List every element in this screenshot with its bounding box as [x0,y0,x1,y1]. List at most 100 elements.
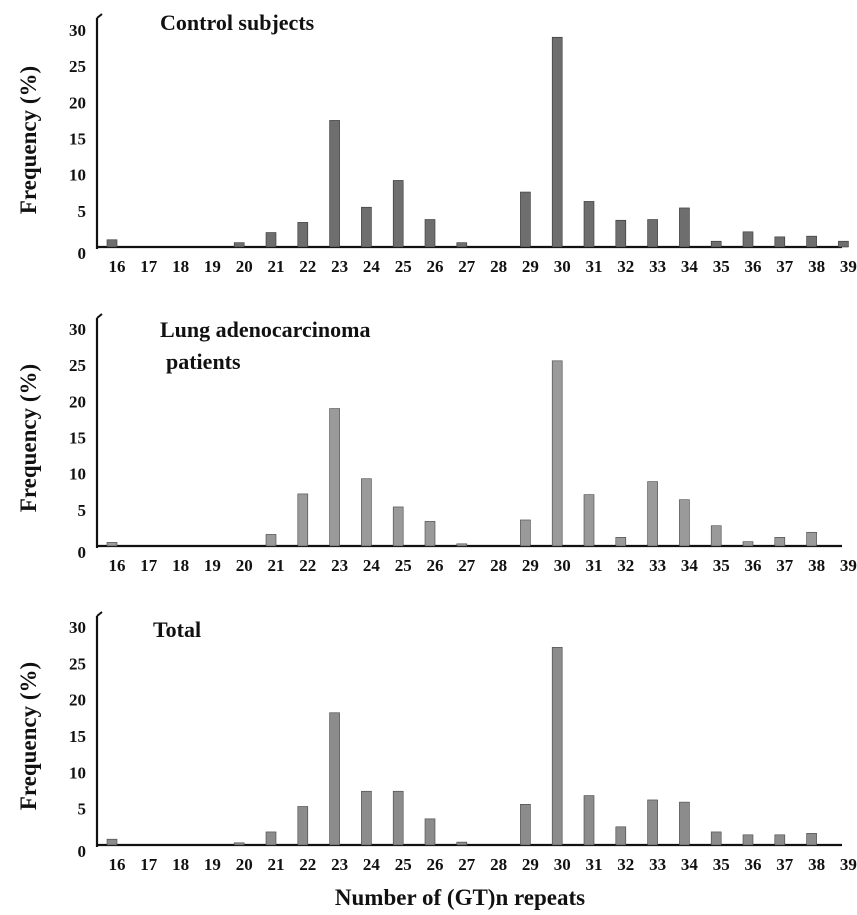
panel-lung-xtick-label: 18 [172,556,189,575]
panel-control-bar-16 [106,239,118,248]
panel-total-xtick-label: 29 [522,855,539,874]
panel-total-xtick-label: 34 [681,855,699,874]
panel-control-xtick-label: 28 [490,257,507,276]
panel-lung-xtick-label: 38 [808,556,825,575]
panel-lung: Frequency (%) Lung adenocarcinoma patien… [16,313,857,575]
panel-control-bar-27 [456,242,468,248]
panel-lung-bar-32 [615,537,627,547]
panel-lung-xtick-label: 39 [840,556,857,575]
panel-lung-bar-29 [520,519,531,547]
panel-control-bar-25 [392,180,404,248]
panel-total-xtick-label: 31 [586,855,603,874]
panel-lung-xtick-label: 24 [363,556,381,575]
panel-lung-ytick-label: 5 [78,501,87,520]
panel-lung-bar-33 [647,481,658,547]
panel-total-xtick-label: 18 [172,855,189,874]
panel-lung-bar-23 [329,408,340,547]
panel-lung-bar-24 [361,478,372,547]
panel-lung-bars [106,360,817,547]
panel-lung-xtick-label: 20 [236,556,253,575]
panel-total-bar-38 [806,833,817,846]
panel-total-xtick-label: 30 [554,855,571,874]
panel-lung-title-line2: patients [166,349,241,374]
panel-lung-xtick-label: 28 [490,556,507,575]
panel-total-bar-35 [710,831,722,846]
panel-total-bar-23 [329,712,340,846]
panel-control-ytick-label: 15 [69,130,86,149]
panel-lung-ytick-label: 30 [69,320,86,339]
panel-control-ytick-label: 0 [78,244,87,263]
panel-control-bar-30 [551,36,563,248]
panel-control-bar-36 [742,231,754,248]
panel-control-xtick-label: 18 [172,257,189,276]
panel-total-ytick-label: 10 [69,763,86,782]
panel-total-ytick-label: 25 [69,654,86,673]
panel-lung-xtick-label: 27 [458,556,476,575]
panel-total-xtick-label: 32 [617,855,634,874]
panel-lung-xticks: 16 17 18 19 20 21 22 23 24 25 26 27 28 29 30 31 32 33 34 35… [109,556,857,575]
panel-lung-ylabel: Frequency (%) [16,364,41,512]
panel-lung-yticks: 0 5 10 15 20 25 30 [69,320,86,562]
panel-control-xtick-label: 36 [745,257,762,276]
panel-lung-bar-38 [806,531,817,547]
panel-total-xtick-label: 33 [649,855,666,874]
panel-lung-ytick-label: 20 [69,392,86,411]
panel-control-bar-35 [710,240,722,248]
panel-total-bar-31 [583,795,595,846]
panel-lung-xtick-label: 22 [299,556,316,575]
panel-total-y-axis-cap [96,611,103,617]
panel-control-ytick-label: 5 [78,202,87,221]
panel-control-xtick-label: 21 [268,257,285,276]
panel-lung-xtick-label: 23 [331,556,348,575]
panel-lung-xtick-label: 19 [204,556,221,575]
panel-lung-bar-25 [392,506,404,547]
panel-control-bar-24 [361,206,372,248]
panel-control-ytick-label: 30 [69,21,86,40]
panel-control-xtick-label: 17 [140,257,158,276]
panel-total-xtick-label: 22 [299,855,316,874]
panel-total-xtick-label: 20 [236,855,253,874]
panel-control-bar-20 [233,242,245,248]
panel-total-ytick-label: 20 [69,691,86,710]
panel-total-bar-27 [456,841,468,846]
panel-control-xtick-label: 19 [204,257,221,276]
panel-control-ytick-label: 25 [69,57,86,76]
panel-control-xtick-label: 33 [649,257,666,276]
panel-total-bar-37 [774,834,786,846]
panel-total-xtick-label: 38 [808,855,825,874]
panel-lung-bar-21 [265,534,277,547]
panel-lung-xtick-label: 33 [649,556,666,575]
panel-total-bar-16 [106,838,118,846]
panel-control-xtick-label: 22 [299,257,316,276]
panel-total-bar-34 [679,801,690,846]
panel-total-ylabel: Frequency (%) [16,662,41,810]
panel-lung-xtick-label: 32 [617,556,634,575]
panel-lung-bar-36 [742,541,754,547]
panel-control: Frequency (%) Control subjects 0 5 10 15 20 2… [16,10,857,276]
panel-lung-ytick-label: 0 [78,543,87,562]
panel-total-xtick-label: 19 [204,855,221,874]
panel-lung-xtick-label: 30 [554,556,571,575]
panel-control-bar-37 [774,236,786,248]
panel-total-xtick-label: 23 [331,855,348,874]
panel-lung-ytick-label: 10 [69,465,86,484]
panel-lung-title-line1: Lung adenocarcinoma [160,317,370,342]
panel-control-bar-21 [265,232,277,248]
panel-control-bar-22 [297,222,309,248]
panel-control-bar-29 [520,191,531,248]
panel-lung-xtick-label: 21 [268,556,285,575]
panel-control-bars [106,36,849,248]
panel-total-xtick-label: 21 [268,855,285,874]
panel-total-bar-36 [742,834,754,846]
panel-control-xtick-label: 37 [776,257,794,276]
panel-lung-xtick-label: 35 [713,556,730,575]
panel-total-xticks: 16 17 18 19 20 21 22 23 24 25 26 27 28 29 30 31 32 33 34 35… [109,855,857,874]
panel-lung-xtick-label: 26 [427,556,444,575]
panel-control-bar-31 [583,201,595,248]
panel-control-xticks: 16 17 18 19 20 21 22 23 24 25 26 27 28 29 30 31 32 33 34 35… [109,257,857,276]
panel-control-xtick-label: 31 [586,257,603,276]
panel-total-ytick-label: 0 [78,842,87,861]
panel-total-xtick-label: 37 [776,855,794,874]
panel-total-xtick-label: 28 [490,855,507,874]
panel-total-bar-26 [424,818,436,846]
